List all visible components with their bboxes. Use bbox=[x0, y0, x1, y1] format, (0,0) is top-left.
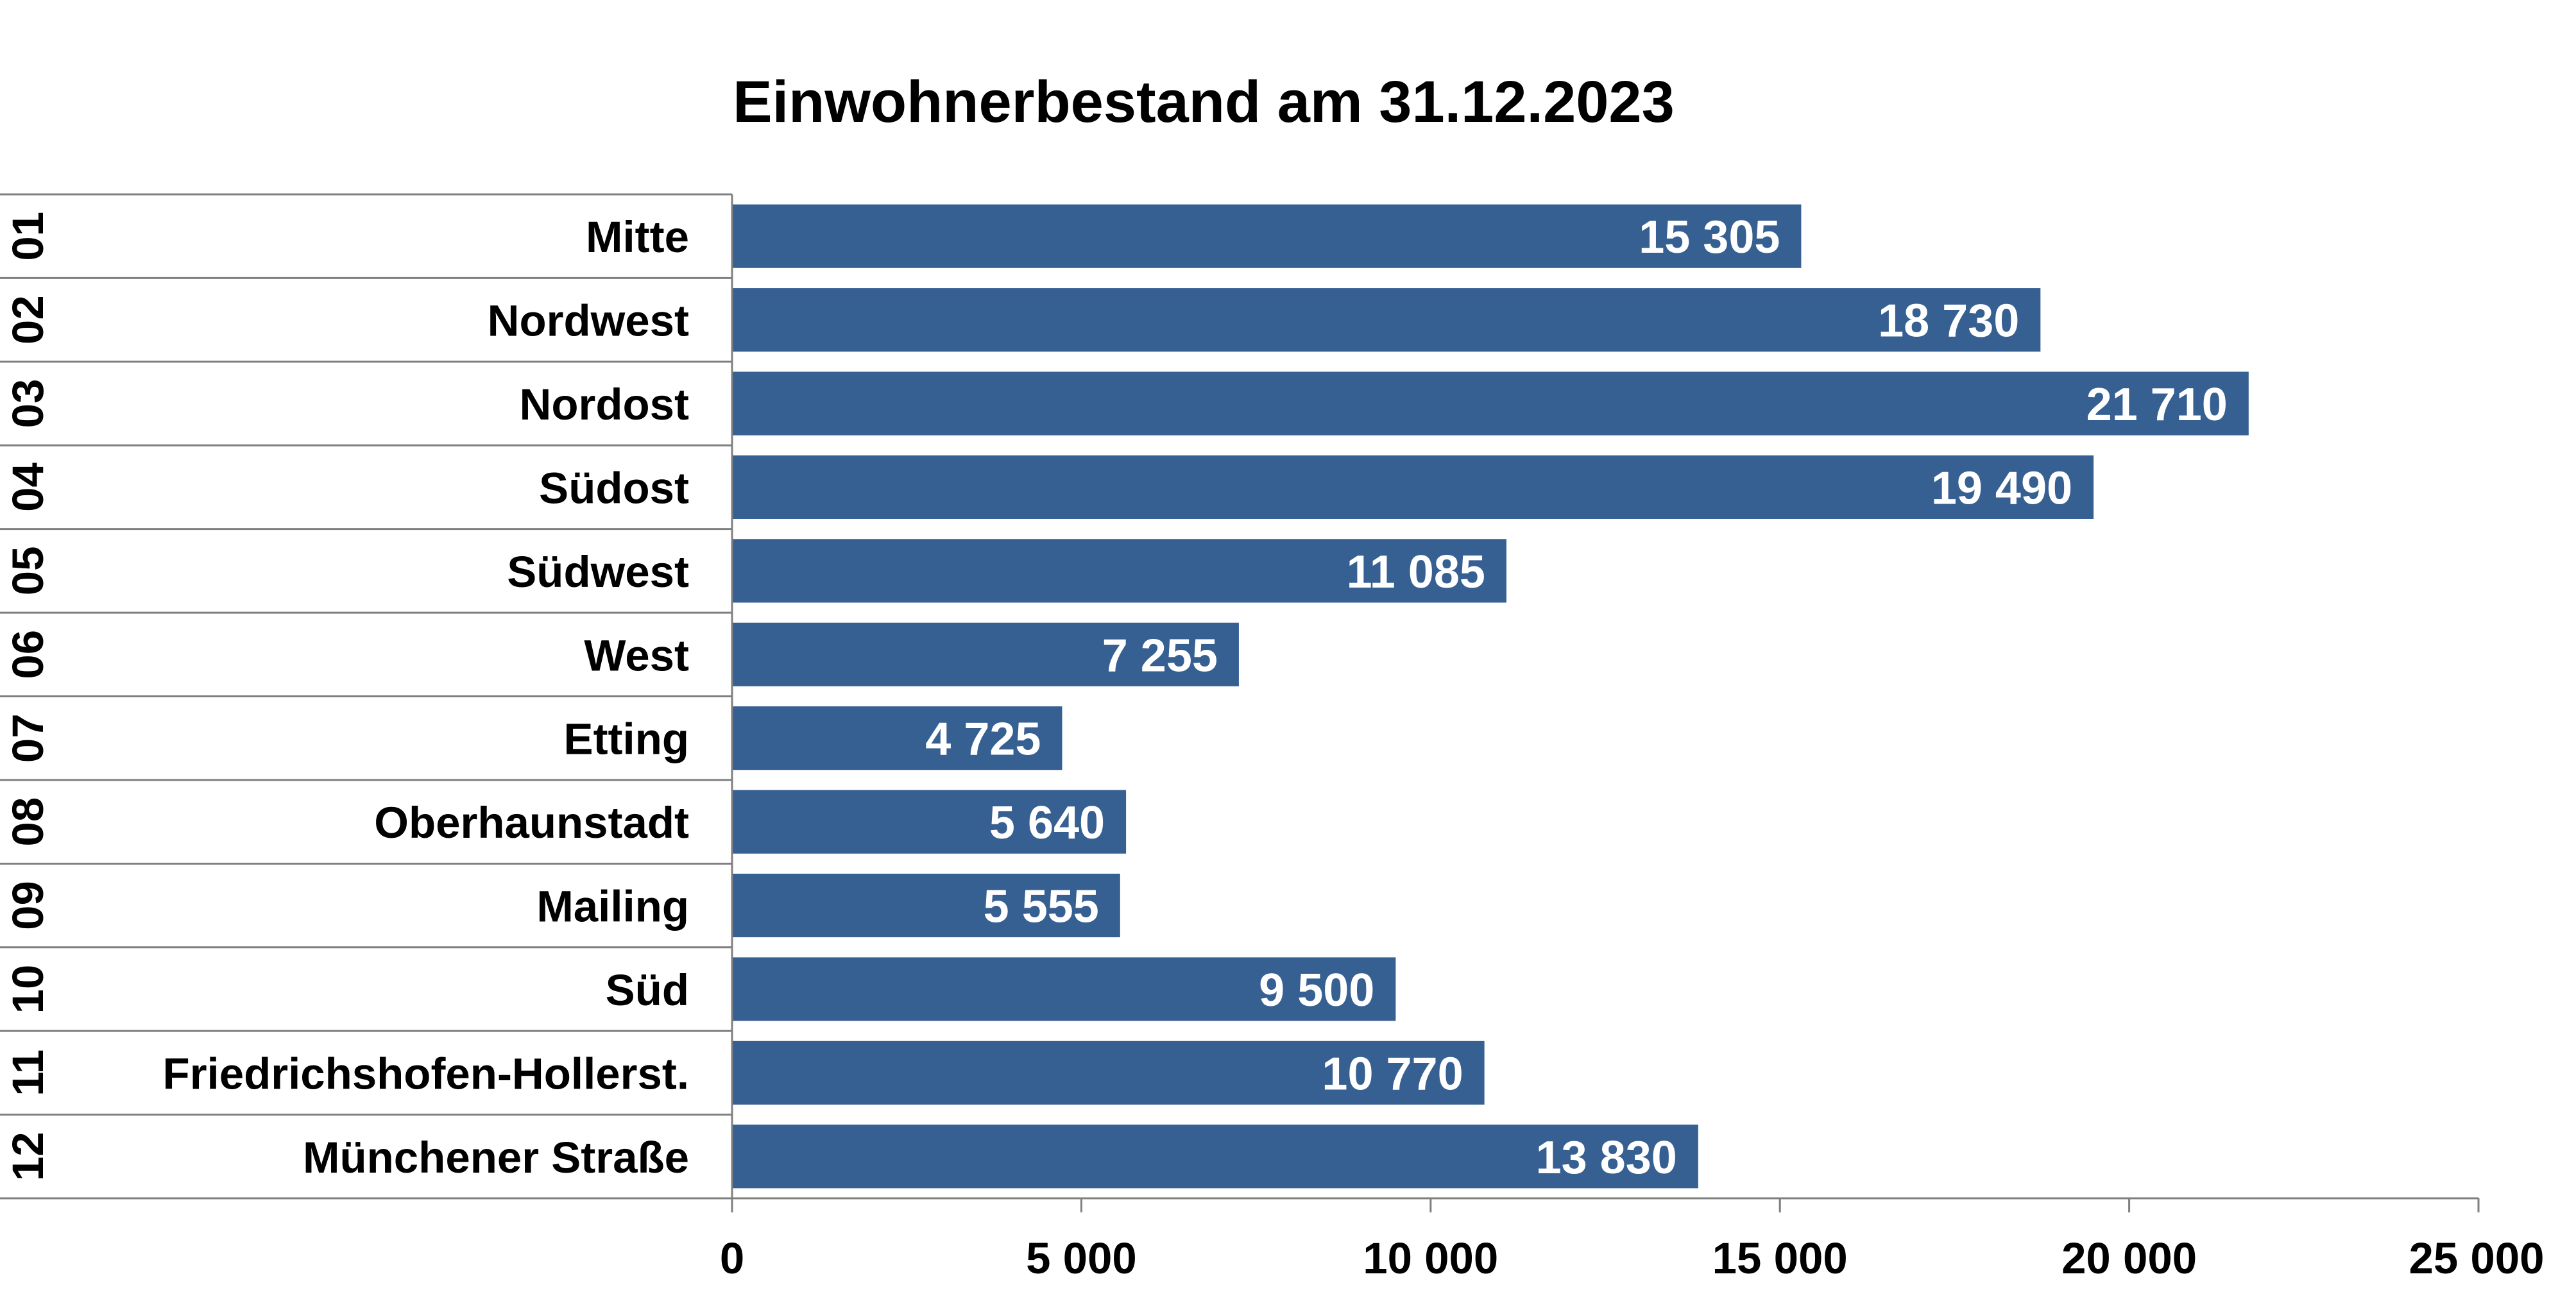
category-label: Münchener Straße bbox=[303, 1133, 689, 1182]
data-label: 9 500 bbox=[1259, 965, 1374, 1016]
category-code: 07 bbox=[3, 713, 53, 763]
data-label: 5 640 bbox=[989, 797, 1105, 849]
data-label: 13 830 bbox=[1536, 1132, 1677, 1184]
bar bbox=[732, 790, 1127, 854]
bar bbox=[732, 1125, 1698, 1189]
x-tick-label: 15 000 bbox=[1712, 1234, 1848, 1283]
category-label: Süd bbox=[606, 965, 689, 1015]
bar bbox=[732, 706, 1062, 770]
data-label: 15 305 bbox=[1639, 212, 1780, 263]
category-code: 03 bbox=[3, 379, 53, 429]
category-label: Mitte bbox=[586, 212, 689, 262]
category-label: Oberhaunstadt bbox=[374, 798, 689, 847]
data-label: 5 555 bbox=[984, 881, 1099, 933]
bar bbox=[732, 1040, 1485, 1105]
category-code: 04 bbox=[3, 463, 53, 512]
x-tick-label: 20 000 bbox=[2061, 1234, 2197, 1283]
category-label: Mailing bbox=[536, 882, 689, 931]
bar bbox=[732, 622, 1239, 686]
data-label: 11 085 bbox=[1347, 547, 1485, 598]
bar bbox=[732, 455, 2094, 520]
category-code: 11 bbox=[3, 1049, 53, 1096]
bar bbox=[732, 873, 1120, 938]
category-label: Nordwest bbox=[488, 296, 689, 346]
data-label: 7 255 bbox=[1102, 630, 1218, 681]
data-label: 10 770 bbox=[1322, 1048, 1463, 1099]
data-label: 4 725 bbox=[925, 714, 1041, 765]
category-label: Etting bbox=[564, 715, 689, 764]
chart-title: Einwohnerbestand am 31.12.2023 bbox=[733, 69, 1675, 135]
category-code: 06 bbox=[3, 630, 53, 679]
category-code: 12 bbox=[3, 1132, 53, 1181]
bar bbox=[732, 288, 2041, 352]
category-label: Nordost bbox=[520, 380, 690, 429]
x-tick-label: 25 000 bbox=[2409, 1234, 2544, 1283]
category-label: West bbox=[584, 631, 689, 680]
category-code: 05 bbox=[3, 547, 53, 596]
bar bbox=[732, 371, 2249, 436]
data-label: 19 490 bbox=[1931, 463, 2072, 514]
x-tick-label: 10 000 bbox=[1363, 1234, 1498, 1283]
bars: 15 305 18 730 21 710 19 490 11 085 7 255 4 725… bbox=[732, 204, 2249, 1189]
data-label: 21 710 bbox=[2086, 379, 2228, 430]
category-code: 09 bbox=[3, 881, 53, 930]
category-label: Friedrichshofen-Hollerst. bbox=[163, 1049, 689, 1098]
category-code: 02 bbox=[3, 295, 53, 344]
category-label: Südwest bbox=[507, 547, 689, 597]
x-tick-label: 5 000 bbox=[1026, 1234, 1137, 1283]
bar bbox=[732, 204, 1802, 268]
x-axis: 0 5 000 10 000 15 000 20 000 25 000 bbox=[720, 194, 2545, 1283]
data-label: 18 730 bbox=[1878, 296, 2019, 347]
bar bbox=[732, 539, 1506, 603]
category-code: 08 bbox=[3, 797, 53, 847]
category-code: 10 bbox=[3, 965, 53, 1014]
bar bbox=[732, 957, 1396, 1021]
category-label: Südost bbox=[539, 463, 689, 513]
x-tick-label: 0 bbox=[720, 1234, 744, 1283]
category-code: 01 bbox=[3, 212, 53, 261]
category-table: 01 Mitte 02 Nordwest 03 Nordost 04 Südost 05 Südw… bbox=[0, 193, 732, 1200]
